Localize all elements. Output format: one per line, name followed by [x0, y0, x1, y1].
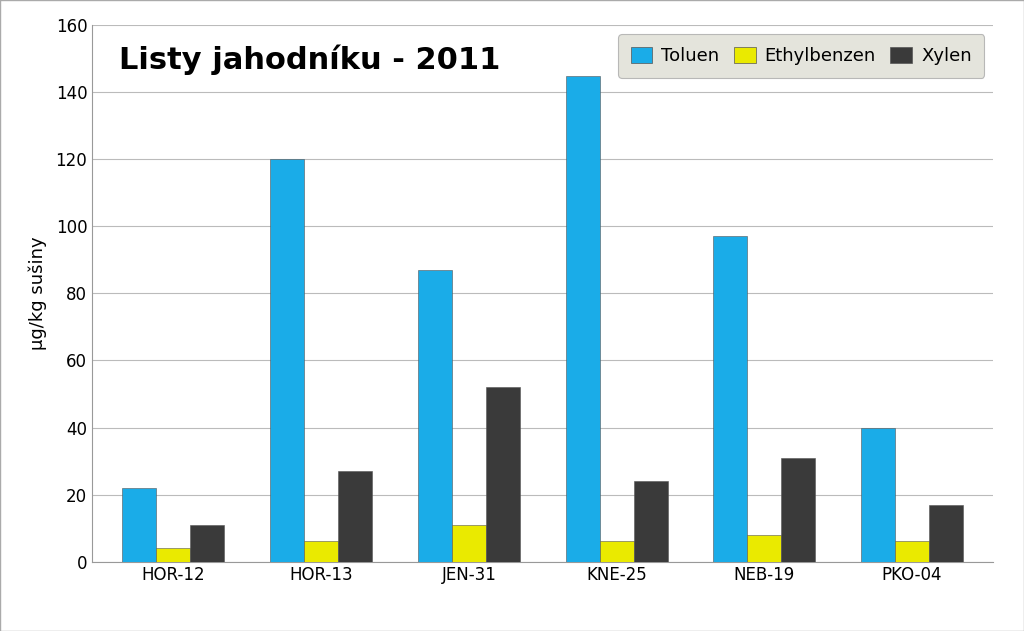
Bar — [565, 76, 600, 562]
Bar — [600, 541, 634, 562]
Bar — [485, 387, 520, 562]
Bar — [714, 237, 748, 562]
Bar — [748, 535, 781, 562]
Bar — [190, 525, 224, 562]
Bar — [781, 457, 815, 562]
Y-axis label: µg/kg sušiny: µg/kg sušiny — [29, 237, 47, 350]
Bar — [634, 481, 668, 562]
Bar — [418, 270, 452, 562]
Bar — [304, 541, 338, 562]
Bar — [338, 471, 372, 562]
Bar — [895, 541, 929, 562]
Legend: Toluen, Ethylbenzen, Xylen: Toluen, Ethylbenzen, Xylen — [618, 34, 984, 78]
Bar — [452, 525, 485, 562]
Bar — [123, 488, 157, 562]
Text: Listy jahodníku - 2011: Listy jahodníku - 2011 — [119, 44, 501, 74]
Bar — [929, 505, 963, 562]
Bar — [157, 548, 190, 562]
Bar — [270, 159, 304, 562]
Bar — [861, 428, 895, 562]
